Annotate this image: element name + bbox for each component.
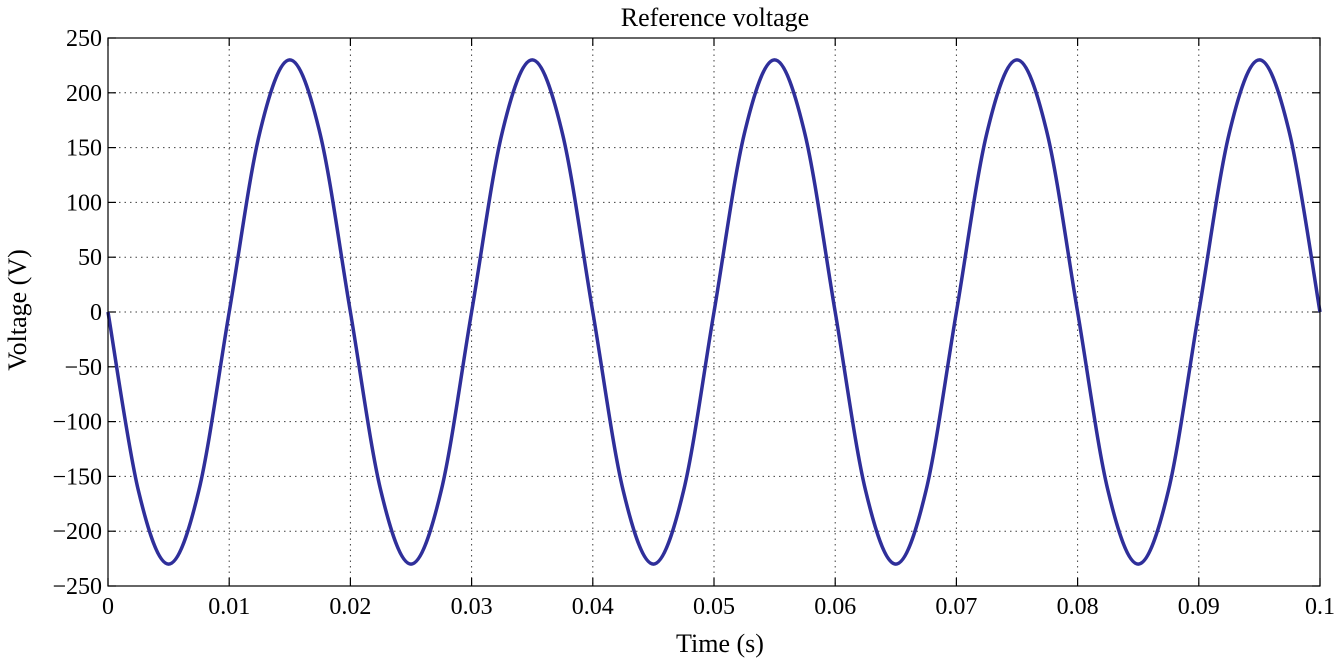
series-group [106, 58, 1322, 566]
x-tick-label: 0.09 [1178, 594, 1220, 620]
x-tick-label: 0 [102, 594, 114, 620]
x-tick-label: 0.07 [935, 594, 977, 620]
y-tick-label: 100 [66, 190, 102, 216]
x-tick-label: 0.01 [208, 594, 250, 620]
x-tick-label: 0.04 [572, 594, 614, 620]
y-tick-label: −100 [52, 410, 102, 436]
x-tick-label: 0.02 [329, 594, 371, 620]
y-tick-label: 200 [66, 81, 102, 107]
x-tick-label: 0.06 [814, 594, 856, 620]
x-axis-title: Time (s) [676, 629, 764, 658]
y-tick-label: 50 [78, 245, 102, 271]
x-tick-label: 0.03 [451, 594, 493, 620]
y-axis-title: Voltage (V) [3, 249, 32, 371]
tick-marks [107, 37, 1321, 587]
x-tick-label: 0.08 [1057, 594, 1099, 620]
series-line [106, 58, 1322, 566]
y-tick-label: 0 [90, 300, 102, 326]
y-tick-label: −250 [52, 574, 102, 600]
x-tick-label: 0.05 [693, 594, 735, 620]
y-tick-label: 250 [66, 26, 102, 52]
chart-title: Reference voltage [621, 3, 809, 32]
x-tick-label: 0.1 [1305, 594, 1335, 620]
y-tick-label: −50 [64, 355, 102, 381]
plot-frame [107, 37, 1321, 587]
y-tick-label: 150 [66, 136, 102, 162]
x-tick-labels: 0 0.01 0.02 0.03 0.04 0.05 0.06 0.07 0.08 0.09 0.1 [102, 594, 1335, 620]
y-tick-label: −150 [52, 464, 102, 490]
y-tick-label: −200 [52, 519, 102, 545]
y-tick-labels: 250 200 150 100 50 0 −50 −100 −150 −200 −250 [52, 26, 102, 600]
